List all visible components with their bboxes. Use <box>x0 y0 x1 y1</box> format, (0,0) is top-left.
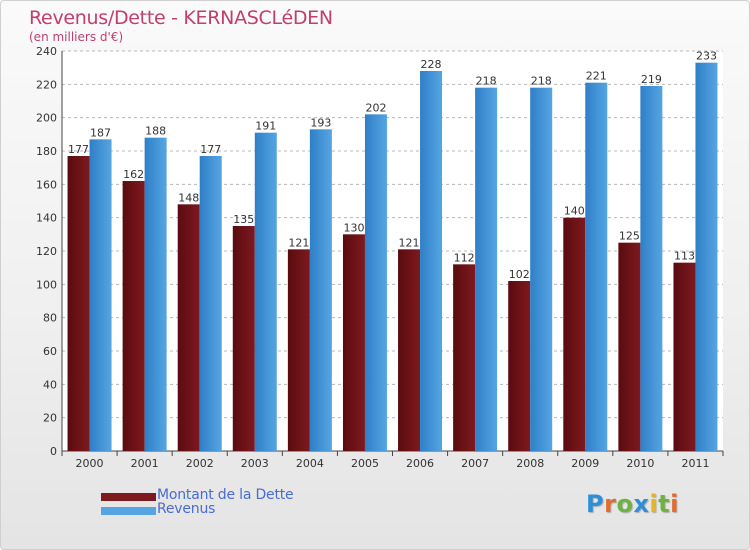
y-tick-label: 240 <box>36 45 57 58</box>
data-label-revenue: 218 <box>531 75 552 88</box>
y-tick-label: 100 <box>36 278 57 291</box>
chart-title: Revenus/Dette - KERNASCLéDEN <box>29 7 333 29</box>
y-tick-label: 0 <box>50 445 57 458</box>
bar-debt <box>508 281 531 451</box>
bar-revenue <box>89 139 112 452</box>
bar-debt <box>67 156 90 451</box>
legend-swatch-revenue <box>101 507 156 515</box>
data-label-revenue: 233 <box>696 50 717 63</box>
y-tick-label: 220 <box>36 78 57 91</box>
x-tick-label: 2002 <box>186 457 214 470</box>
bar-debt <box>398 249 421 451</box>
y-tick-label: 200 <box>36 112 57 125</box>
data-label-debt: 125 <box>619 230 640 243</box>
x-tick-label: 2003 <box>241 457 269 470</box>
bar-revenue <box>585 82 608 452</box>
y-tick-label: 180 <box>36 145 57 158</box>
bar-debt <box>453 264 476 451</box>
y-tick-label: 20 <box>43 412 57 425</box>
data-label-revenue: 218 <box>476 75 497 88</box>
bar-debt <box>232 226 255 451</box>
data-label-debt: 130 <box>343 221 364 234</box>
legend-label-revenue: Revenus <box>157 501 216 517</box>
proxiti-logo: Proxiti <box>586 490 679 518</box>
data-label-debt: 177 <box>68 143 89 156</box>
bar-revenue <box>640 86 663 451</box>
data-label-revenue: 221 <box>586 70 607 83</box>
y-tick-label: 60 <box>43 345 57 358</box>
y-tick-label: 40 <box>43 378 57 391</box>
data-label-revenue: 228 <box>421 58 442 71</box>
bar-revenue <box>695 62 718 452</box>
data-label-debt: 148 <box>178 191 199 204</box>
bar-revenue <box>475 87 498 452</box>
x-tick-label: 2004 <box>296 457 324 470</box>
data-label-debt: 112 <box>454 251 475 264</box>
bar-revenue <box>199 156 222 451</box>
legend-label-debt: Montant de la Dette <box>157 487 294 503</box>
data-label-debt: 121 <box>288 236 309 249</box>
bar-revenue <box>309 129 332 452</box>
data-label-revenue: 191 <box>255 120 276 133</box>
bar-revenue <box>254 132 277 451</box>
x-tick-label: 2006 <box>406 457 434 470</box>
bar-debt <box>177 204 200 451</box>
x-tick-label: 2011 <box>681 457 709 470</box>
bar-debt <box>287 249 310 451</box>
y-tick-label: 140 <box>36 212 57 225</box>
y-tick-label: 160 <box>36 178 57 191</box>
bar-debt <box>563 217 586 451</box>
x-tick-label: 2007 <box>461 457 489 470</box>
bar-revenue <box>420 71 443 451</box>
bar-revenue <box>364 114 387 451</box>
bar-debt <box>342 234 365 451</box>
data-label-debt: 113 <box>674 250 695 263</box>
legend-swatch-debt <box>101 493 156 501</box>
data-label-revenue: 193 <box>310 116 331 129</box>
data-label-revenue: 187 <box>90 126 111 139</box>
bar-revenue <box>144 137 167 451</box>
y-tick-label: 80 <box>43 312 57 325</box>
data-label-debt: 162 <box>123 168 144 181</box>
data-label-revenue: 177 <box>200 143 221 156</box>
x-tick-label: 2009 <box>571 457 599 470</box>
data-label-debt: 102 <box>509 268 530 281</box>
data-label-revenue: 219 <box>641 73 662 86</box>
data-label-debt: 140 <box>564 205 585 218</box>
x-tick-label: 2001 <box>131 457 159 470</box>
bar-revenue <box>530 87 553 452</box>
bar-debt <box>122 181 145 451</box>
bar-debt <box>673 262 696 451</box>
data-label-debt: 135 <box>233 213 254 226</box>
x-tick-label: 2008 <box>516 457 544 470</box>
bar-debt <box>618 242 641 451</box>
y-tick-label: 120 <box>36 245 57 258</box>
data-label-revenue: 202 <box>365 101 386 114</box>
chart-subtitle: (en milliers d'€) <box>29 30 124 44</box>
x-tick-label: 2000 <box>76 457 104 470</box>
x-tick-label: 2010 <box>626 457 654 470</box>
data-label-revenue: 188 <box>145 125 166 138</box>
data-label-debt: 121 <box>399 236 420 249</box>
x-tick-label: 2005 <box>351 457 379 470</box>
